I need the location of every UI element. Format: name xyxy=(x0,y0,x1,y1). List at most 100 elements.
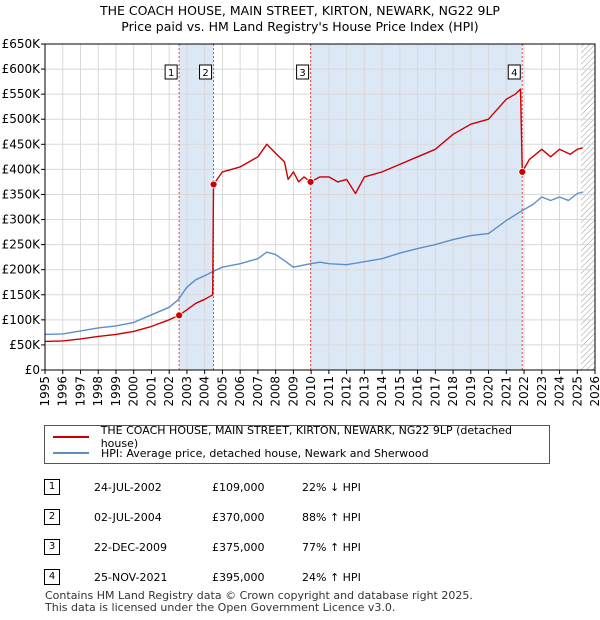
sale-date: 25-NOV-2021 xyxy=(94,570,168,584)
y-tick-label: £600K xyxy=(2,62,42,76)
x-tick-label: 2010 xyxy=(304,376,318,407)
footer-copyright: Contains HM Land Registry data © Crown c… xyxy=(45,589,473,602)
sale-point xyxy=(209,180,218,189)
sale-number: 1 xyxy=(44,479,60,495)
x-tick-label: 2018 xyxy=(446,376,460,407)
legend-label-property: THE COACH HOUSE, MAIN STREET, KIRTON, NE… xyxy=(100,424,512,450)
x-tick-label: 2020 xyxy=(482,376,496,407)
x-tick-label: 1997 xyxy=(73,376,87,407)
sale-price: £375,000 xyxy=(212,540,265,554)
y-tick-label: £550K xyxy=(2,87,42,101)
y-tick-label: £50K xyxy=(9,338,41,352)
x-tick-label: 2008 xyxy=(269,376,283,407)
table-row: 3 22-DEC-2009 £375,000 77% ↑ HPI xyxy=(44,532,361,562)
y-tick-label: £0 xyxy=(25,363,40,377)
chart-title: THE COACH HOUSE, MAIN STREET, KIRTON, NE… xyxy=(100,3,500,18)
table-row: 2 02-JUL-2004 £370,000 88% ↑ HPI xyxy=(44,502,361,532)
shaded-period xyxy=(179,44,214,370)
price-chart: 1 2 3 4 £0 £50K £100K £150K £200K £250K £300K £350… xyxy=(2,37,600,407)
footer-licence: This data is licensed under the Open Gov… xyxy=(45,601,396,614)
sale-label: 2 xyxy=(199,64,213,80)
sale-date: 22-DEC-2009 xyxy=(94,540,168,554)
sale-label: 1 xyxy=(164,64,178,80)
legend-item-property: THE COACH HOUSE, MAIN STREET, KIRTON, NE… xyxy=(53,424,549,450)
legend-swatch-blue xyxy=(53,452,89,454)
sale-number: 3 xyxy=(44,539,60,555)
sale-label-text: 3 xyxy=(299,68,305,79)
sale-price: £109,000 xyxy=(212,480,265,494)
y-tick-label: £500K xyxy=(2,112,42,126)
sale-number: 4 xyxy=(44,569,60,585)
y-tick-label: £200K xyxy=(2,263,42,277)
y-tick-label: £300K xyxy=(2,213,42,227)
sale-label-box xyxy=(507,64,521,80)
y-tick-label: £150K xyxy=(2,288,42,302)
y-tick-label: £100K xyxy=(2,313,42,327)
x-tick-label: 2006 xyxy=(233,376,247,407)
x-tick-label: 2011 xyxy=(322,376,336,407)
sale-date: 02-JUL-2004 xyxy=(94,510,162,524)
plot-frame xyxy=(44,43,596,371)
sale-price: £370,000 xyxy=(212,510,265,524)
series-line-property xyxy=(44,88,583,343)
legend-swatch-red xyxy=(53,436,89,438)
y-tick-label: £400K xyxy=(2,162,42,176)
series-line-hpi xyxy=(44,191,583,336)
x-tick-label: 2013 xyxy=(357,376,371,407)
x-tick-label: 2016 xyxy=(411,376,425,407)
x-tick-label: 2024 xyxy=(553,376,567,407)
x-tick-label: 2012 xyxy=(340,376,354,407)
x-tick-label: 2004 xyxy=(198,376,212,407)
legend: THE COACH HOUSE, MAIN STREET, KIRTON, NE… xyxy=(44,424,550,464)
sale-label-text: 1 xyxy=(168,68,174,79)
sale-label: 4 xyxy=(507,64,521,80)
sale-label-box xyxy=(164,64,178,80)
x-tick-label: 2014 xyxy=(375,376,389,407)
sale-hpi-diff: 24% ↑ HPI xyxy=(302,570,361,584)
x-tick-label: 2007 xyxy=(251,376,265,407)
x-tick-label: 2017 xyxy=(428,376,442,407)
x-tick-label: 2025 xyxy=(570,376,584,407)
sale-price: £395,000 xyxy=(212,570,265,584)
shaded-period xyxy=(310,44,523,370)
sale-number: 2 xyxy=(44,509,60,525)
y-tick-label: £350K xyxy=(2,187,42,201)
sale-hpi-diff: 88% ↑ HPI xyxy=(302,510,361,524)
sale-point xyxy=(306,178,315,186)
x-tick-label: 2009 xyxy=(286,376,300,407)
sale-hpi-diff: 22% ↓ HPI xyxy=(302,480,361,494)
sale-label-text: 2 xyxy=(202,68,208,79)
table-row: 1 24-JUL-2002 £109,000 22% ↓ HPI xyxy=(44,472,361,502)
x-tick-label: 2001 xyxy=(144,376,158,407)
x-tick-label: 2021 xyxy=(499,376,513,407)
sale-date: 24-JUL-2002 xyxy=(94,480,162,494)
x-tick-label: 2015 xyxy=(393,376,407,407)
sale-point xyxy=(518,167,527,176)
x-tick-label: 1995 xyxy=(38,376,52,407)
sale-label-text: 4 xyxy=(511,68,517,79)
legend-label-hpi: HPI: Average price, detached house, Newa… xyxy=(101,446,429,460)
x-tick-label: 2026 xyxy=(588,376,600,407)
legend-item-hpi: HPI: Average price, detached house, Newa… xyxy=(53,445,429,461)
y-tick-label: £650K xyxy=(2,37,42,51)
sale-point xyxy=(175,311,184,320)
x-tick-label: 2023 xyxy=(535,376,549,407)
sales-table: 1 24-JUL-2002 £109,000 22% ↓ HPI 2 02-JU… xyxy=(44,472,361,592)
chart-subtitle: Price paid vs. HM Land Registry's House … xyxy=(121,19,479,34)
hatched-forecast-area xyxy=(580,44,595,370)
y-tick-label: £250K xyxy=(2,238,42,252)
x-tick-label: 2005 xyxy=(215,376,229,407)
x-tick-label: 1996 xyxy=(56,376,70,407)
y-tick-label: £450K xyxy=(2,137,42,151)
x-tick-label: 2002 xyxy=(162,376,176,407)
x-tick-label: 2022 xyxy=(517,376,531,407)
sale-hpi-diff: 77% ↑ HPI xyxy=(302,540,361,554)
x-tick-label: 1999 xyxy=(109,376,123,407)
table-row: 4 25-NOV-2021 £395,000 24% ↑ HPI xyxy=(44,562,361,592)
x-tick-label: 2003 xyxy=(180,376,194,407)
sale-label-box xyxy=(296,64,310,80)
x-tick-label: 2019 xyxy=(464,376,478,407)
x-tick-label: 2000 xyxy=(127,376,141,407)
x-tick-label: 1998 xyxy=(91,376,105,407)
sale-label-box xyxy=(199,64,213,80)
